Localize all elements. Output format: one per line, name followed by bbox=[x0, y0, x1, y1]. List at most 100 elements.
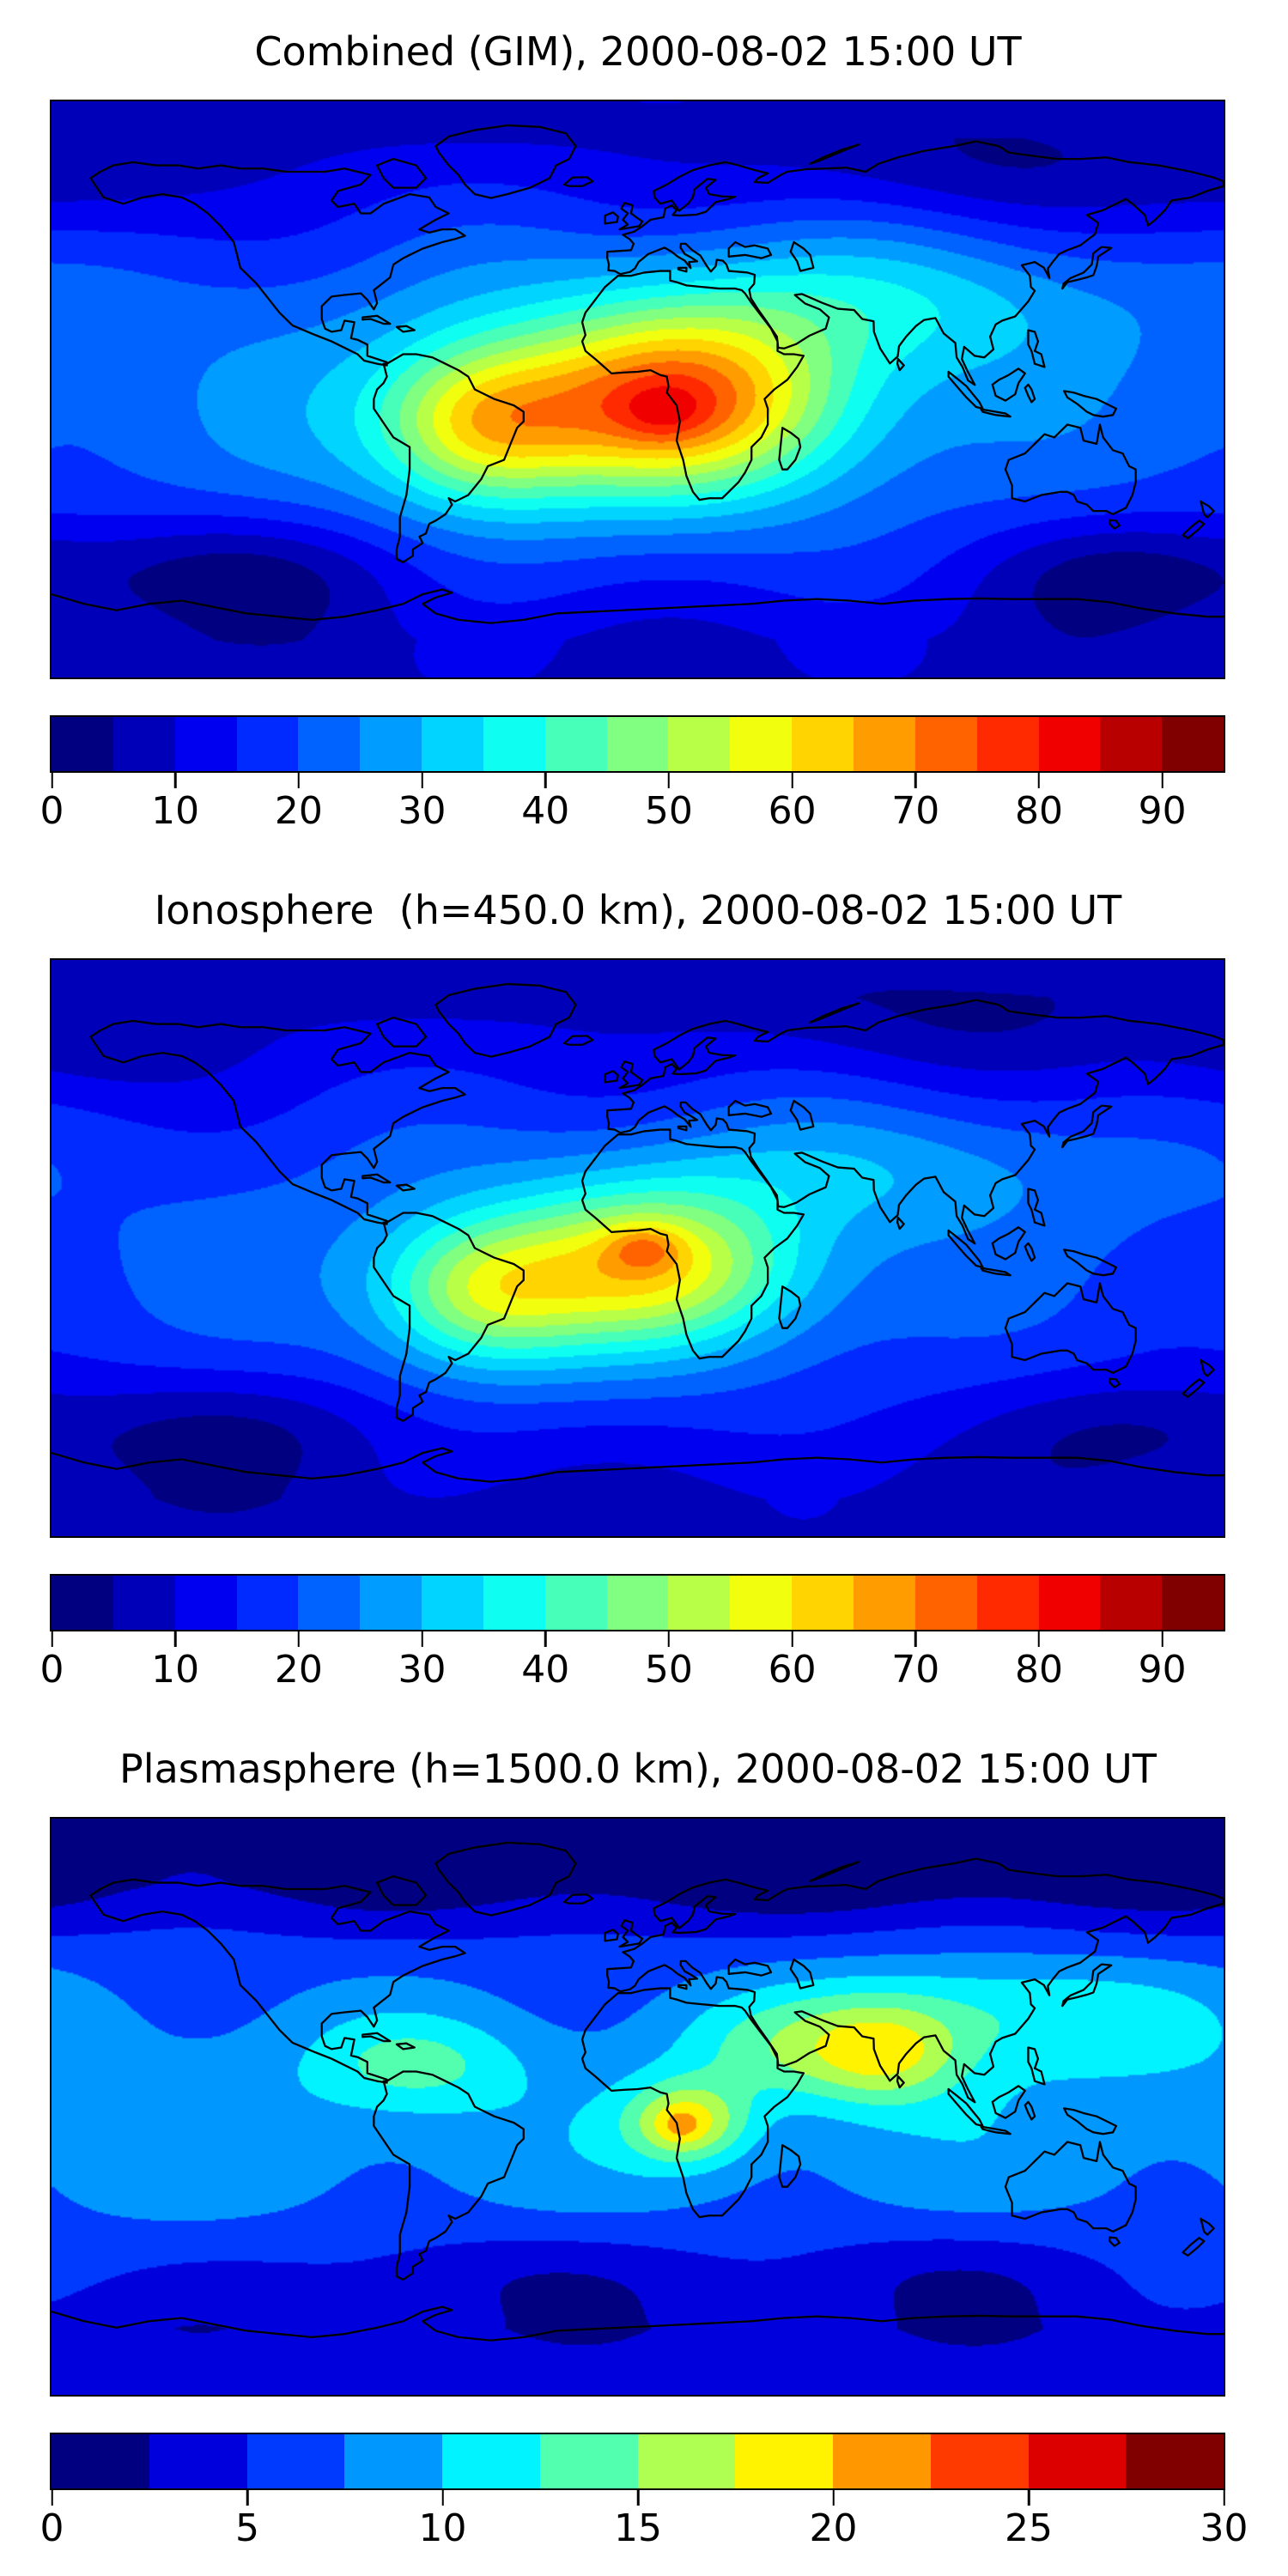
colorbar-tick-label: 40 bbox=[521, 789, 570, 833]
colorbar-tick-label: 50 bbox=[644, 1648, 693, 1692]
colorbar-segment bbox=[976, 717, 1039, 771]
colorbar-tick bbox=[51, 2490, 53, 2506]
colorbar-segment bbox=[483, 1576, 545, 1630]
panel-plasmasphere: Plasmasphere (h=1500.0 km), 2000-08-02 1… bbox=[0, 1717, 1288, 2576]
colorbar-tick bbox=[246, 2490, 249, 2506]
colorbar-segment bbox=[637, 2434, 736, 2488]
colorbar-tick bbox=[636, 2490, 640, 2506]
colorbar-tick-label: 50 bbox=[644, 789, 693, 833]
colorbar-tick-label: 10 bbox=[151, 789, 200, 833]
colorbar-tick-label: 70 bbox=[891, 789, 940, 833]
colorbar-tick bbox=[1161, 1631, 1163, 1647]
colorbar-ionosphere bbox=[50, 1574, 1225, 1631]
coastlines-overlay-ionosphere bbox=[52, 960, 1224, 1536]
colorbar-segment bbox=[1100, 1576, 1163, 1630]
coastlines-overlay-plasmasphere bbox=[52, 1819, 1224, 2395]
colorbar-segment bbox=[1038, 1576, 1101, 1630]
map-ionosphere bbox=[50, 958, 1225, 1538]
colorbar-segment bbox=[853, 1576, 915, 1630]
colorbar-segment bbox=[442, 2434, 540, 2488]
colorbar-tick bbox=[791, 773, 793, 788]
colorbar-plasmasphere bbox=[50, 2433, 1225, 2490]
colorbar-segment bbox=[544, 717, 607, 771]
colorbar-tick bbox=[1161, 773, 1163, 788]
colorbar-segment bbox=[792, 717, 854, 771]
colorbar-segment bbox=[52, 2434, 149, 2488]
colorbar-tick bbox=[297, 1631, 301, 1647]
colorbar-tick bbox=[421, 773, 423, 788]
colorbar-tick bbox=[914, 773, 917, 788]
colorbar-segment bbox=[1100, 717, 1163, 771]
colorbar-segment bbox=[833, 2434, 931, 2488]
panel-title-combined: Combined (GIM), 2000-08-02 15:00 UT bbox=[254, 28, 1022, 75]
map-combined bbox=[50, 100, 1225, 679]
panel-combined-gim: Combined (GIM), 2000-08-02 15:00 UT 0 10 2… bbox=[0, 0, 1288, 859]
colorbar-segment bbox=[149, 2434, 247, 2488]
colorbar-tick bbox=[832, 2490, 835, 2506]
colorbar-tick bbox=[1223, 2490, 1225, 2506]
colorbar-tick-label: 70 bbox=[891, 1648, 940, 1692]
colorbar-segment bbox=[422, 717, 483, 771]
colorbar-tick bbox=[173, 1631, 177, 1647]
colorbar-tick bbox=[421, 1631, 423, 1647]
colorbar-ticks-plasmasphere: 0 5 10 15 20 25 30 bbox=[40, 2490, 1249, 2567]
coastlines-overlay-combined bbox=[52, 101, 1224, 677]
colorbar-segment bbox=[606, 1576, 669, 1630]
colorbar-segment bbox=[112, 717, 175, 771]
colorbar-ticks-combined: 0 10 20 30 40 50 60 70 80 90 bbox=[40, 773, 1224, 850]
colorbar-tick-label: 0 bbox=[39, 1648, 64, 1692]
colorbar-tick-label: 40 bbox=[521, 1648, 570, 1692]
colorbar-segment bbox=[236, 717, 299, 771]
colorbar-segment bbox=[539, 2434, 638, 2488]
map-plasmasphere bbox=[50, 1817, 1225, 2397]
tec-field-canvas-combined bbox=[52, 101, 1224, 677]
colorbar-segment bbox=[976, 1576, 1039, 1630]
colorbar-tick bbox=[667, 773, 671, 788]
colorbar-segment bbox=[1028, 2434, 1127, 2488]
colorbar-tick bbox=[173, 773, 177, 788]
colorbar-combined bbox=[50, 715, 1225, 773]
colorbar-segment bbox=[298, 1576, 361, 1630]
colorbar-segment bbox=[914, 1576, 977, 1630]
coastline-path bbox=[52, 1843, 1224, 2341]
colorbar-tick-label: 15 bbox=[614, 2506, 662, 2550]
colorbar-tick-label: 30 bbox=[1200, 2506, 1249, 2550]
colorbar-tick-label: 10 bbox=[418, 2506, 467, 2550]
colorbar-tick-label: 30 bbox=[398, 1648, 447, 1692]
colorbar-segment bbox=[360, 717, 422, 771]
colorbar-segment bbox=[730, 1576, 793, 1630]
colorbar-tick-label: 90 bbox=[1138, 789, 1187, 833]
colorbar-tick-label: 0 bbox=[39, 789, 64, 833]
colorbar-segment bbox=[246, 2434, 345, 2488]
colorbar-tick bbox=[667, 1631, 671, 1647]
colorbar-tick bbox=[1037, 1631, 1041, 1647]
panel-title-plasmasphere: Plasmasphere (h=1500.0 km), 2000-08-02 1… bbox=[119, 1746, 1157, 1792]
colorbar-tick bbox=[51, 1631, 53, 1647]
colorbar-tick bbox=[51, 773, 53, 788]
colorbar-tick-label: 80 bbox=[1014, 789, 1063, 833]
colorbar-tick bbox=[544, 773, 547, 788]
colorbar-ticks-ionosphere: 0 10 20 30 40 50 60 70 80 90 bbox=[40, 1631, 1224, 1709]
colorbar-segment bbox=[853, 717, 915, 771]
colorbar-segment bbox=[606, 717, 669, 771]
colorbar-segment bbox=[544, 1576, 607, 1630]
colorbar-segment bbox=[1162, 1576, 1224, 1630]
colorbar-segment bbox=[668, 1576, 731, 1630]
colorbar-segment bbox=[52, 717, 113, 771]
colorbar-tick bbox=[914, 1631, 917, 1647]
colorbar-tick bbox=[441, 2490, 444, 2506]
colorbar-tick-label: 30 bbox=[398, 789, 447, 833]
colorbar-tick bbox=[1037, 773, 1041, 788]
coastline-path bbox=[52, 984, 1224, 1482]
colorbar-tick bbox=[544, 1631, 547, 1647]
colorbar-segment bbox=[1162, 717, 1224, 771]
colorbar-tick-label: 10 bbox=[151, 1648, 200, 1692]
colorbar-segment bbox=[52, 1576, 113, 1630]
colorbar-segment bbox=[112, 1576, 175, 1630]
panel-title-ionosphere: Ionosphere (h=450.0 km), 2000-08-02 15:0… bbox=[154, 887, 1122, 933]
colorbar-tick-label: 20 bbox=[809, 2506, 858, 2550]
colorbar-segment bbox=[483, 717, 545, 771]
colorbar-tick-label: 0 bbox=[39, 2506, 64, 2550]
